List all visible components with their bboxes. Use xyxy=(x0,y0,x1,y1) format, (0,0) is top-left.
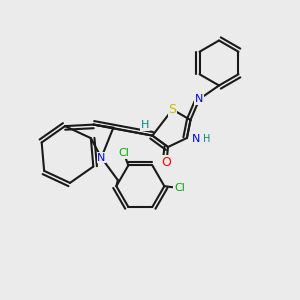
Text: N: N xyxy=(97,153,106,163)
Text: Cl: Cl xyxy=(174,183,185,193)
Text: H: H xyxy=(141,120,149,130)
Text: Cl: Cl xyxy=(118,148,129,158)
Text: S: S xyxy=(169,103,176,116)
Text: N: N xyxy=(192,134,200,145)
Text: N: N xyxy=(195,94,203,104)
Text: O: O xyxy=(162,155,171,169)
Text: H: H xyxy=(203,134,210,145)
